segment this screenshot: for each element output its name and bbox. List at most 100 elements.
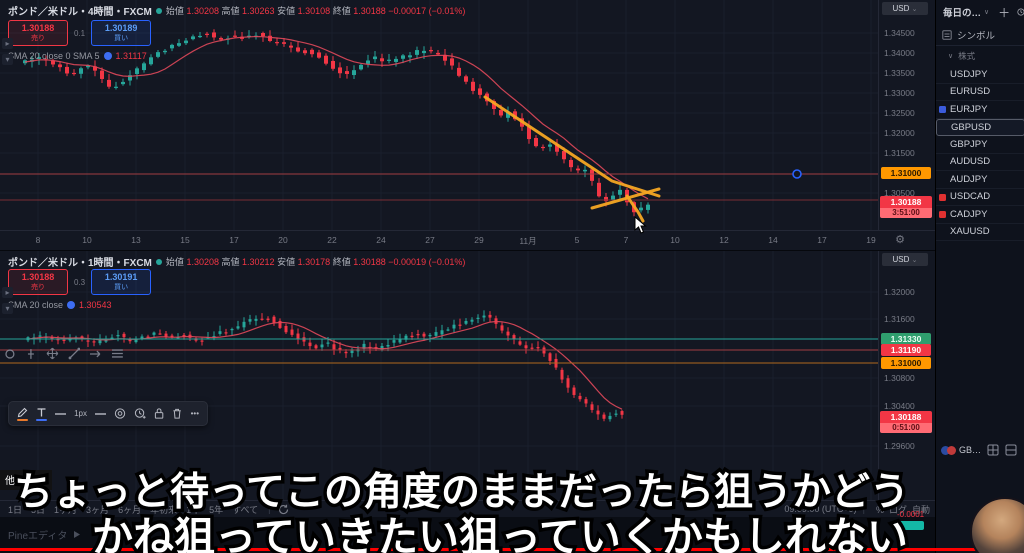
sma-value: 1.31117 [115, 51, 147, 61]
indicator-dot-icon [67, 301, 76, 309]
trade-widget-1h: 1.30188 売り 0.3 1.30191 買い [8, 269, 152, 295]
watchlist-section[interactable]: ∨ 株式 [948, 51, 976, 61]
subtitle-line-1: ちょっと待ってこの角度のままだったら狙うかどう [10, 468, 912, 518]
target-icon[interactable] [114, 407, 126, 420]
range-button[interactable]: 5日 [31, 504, 46, 515]
price-axis-4h[interactable]: USD ⌄ 1.34500 1.34000 1.33500 1.33000 1.3250… [878, 0, 935, 250]
line-style-icon[interactable] [55, 412, 67, 416]
chart-left-icon[interactable]: ▸ [2, 38, 13, 49]
drawing-tools-strip [0, 345, 124, 362]
time-axis-4h[interactable]: ⚙ 8 10 13 15 17 20 22 24 27 29 11月 5 7 10 12 14 17 19 [0, 230, 935, 250]
symbol-label: EURJPY [950, 103, 988, 115]
pine-editor-tab[interactable]: Pineエディタ [8, 527, 81, 542]
sma-label: SMA 20 close [8, 300, 64, 310]
drawn-line-price-label: 1.31000 [881, 357, 931, 369]
time-tick: 27 [425, 235, 435, 245]
crosshair-icon[interactable] [25, 348, 37, 360]
axis-currency-button[interactable]: USD ⌄ [882, 253, 928, 266]
trade-widget-4h: 1.30188 売り 0.1 1.30189 買い [8, 20, 152, 46]
watchlist-header: 毎日の… ∨ ＋ [936, 0, 1024, 24]
watchlist-row-gbpusd[interactable]: GBPUSD [936, 118, 1024, 136]
spread-value: 0.1 [74, 28, 86, 38]
more-icon[interactable]: ••• [190, 409, 199, 418]
line-style-icon[interactable] [95, 412, 107, 416]
time-tick: 14 [768, 235, 778, 245]
footer-symbol: GB… [959, 445, 982, 455]
sell-button[interactable]: 1.30188 売り [8, 20, 68, 46]
watchlist-row-xauusd[interactable]: XAUUSD [936, 224, 1024, 241]
time-tick: 8 [35, 235, 41, 245]
layout-panel-icon[interactable] [1005, 444, 1017, 456]
watchlist-row-audjpy[interactable]: AUDJPY [936, 171, 1024, 189]
symbol-label: XAUUSD [950, 226, 990, 238]
scale-option[interactable]: 自動 [911, 504, 930, 515]
drawn-line-price-label: 1.31000 [881, 167, 931, 179]
layout-grid-icon[interactable] [987, 444, 999, 456]
range-buttons: 1日 5日 1ヶ月 3ヶ月 6ヶ月 年初来 1年 5年 すべて [0, 503, 258, 516]
buy-button[interactable]: 1.30189 買い [91, 20, 152, 46]
arrow-tool-icon[interactable] [89, 349, 102, 359]
text-tool-icon[interactable] [36, 407, 47, 421]
clock-icon[interactable] [1017, 6, 1024, 18]
range-button[interactable]: 年初来 [150, 504, 178, 515]
indicator-row-1h[interactable]: SMA 20 close 1.30543 [8, 300, 112, 310]
price-axis-1h[interactable]: USD ⌄ 1.32000 1.31600 1.30800 1.30400 1.2960… [878, 251, 935, 501]
gear-icon[interactable]: ⚙ [895, 234, 905, 246]
parallel-lines-icon[interactable] [111, 348, 124, 359]
chart-left-icon[interactable]: ▾ [2, 303, 13, 314]
lock-icon[interactable] [154, 407, 164, 420]
pencil-icon[interactable] [17, 407, 28, 421]
chart-left-icon[interactable]: ▾ [2, 54, 13, 65]
range-button[interactable]: 1日 [8, 504, 23, 515]
watchlist-row-cadjpy[interactable]: CADJPY [936, 206, 1024, 224]
refresh-icon[interactable] [278, 504, 289, 515]
price-tick: 1.34000 [884, 48, 915, 58]
symbol-column-header[interactable]: シンボル [936, 24, 1024, 46]
buy-button[interactable]: 1.30191 買い [91, 269, 152, 295]
clock-readout[interactable]: 09:09:00 (UTC+9) [784, 504, 857, 514]
mouse-cursor [634, 216, 647, 234]
sell-button[interactable]: 1.30188 売り [8, 269, 68, 295]
chart-canvas [0, 0, 878, 230]
range-button[interactable]: 6ヶ月 [118, 504, 142, 515]
chevron-down-icon[interactable]: ∨ [984, 9, 990, 16]
add-symbol-button[interactable]: ＋ [998, 5, 1011, 20]
watchlist-row-eurjpy[interactable]: EURJPY [936, 101, 1024, 119]
other-videos-label[interactable]: 他の動画 [0, 470, 52, 490]
move-icon[interactable] [46, 347, 59, 360]
list-icon [942, 29, 952, 40]
price-tick: 1.32500 [884, 108, 915, 118]
time-tick: 12 [719, 235, 729, 245]
candlestick-chart-4h[interactable] [0, 0, 878, 235]
symbol-title[interactable]: ポンド／米ドル・4時間・FXCM [8, 7, 152, 18]
chart-left-icon[interactable]: ▸ [2, 287, 13, 298]
range-button[interactable]: 1年 [186, 504, 201, 515]
range-button[interactable]: 1ヶ月 [54, 504, 78, 515]
dot-tool-icon[interactable] [4, 348, 16, 360]
scale-option[interactable]: % [875, 504, 884, 515]
range-button[interactable]: 3ヶ月 [86, 504, 110, 515]
watchlist-row-audusd[interactable]: AUDUSD [936, 154, 1024, 171]
watchlist-title[interactable]: 毎日の… [943, 8, 982, 19]
symbol-title[interactable]: ポンド／米ドル・1時間・FXCM [8, 258, 152, 269]
clock-area: 09:09:00 (UTC+9) | % ログ 自動 [784, 503, 930, 516]
line-width-label[interactable]: 1px [74, 409, 88, 418]
trendline-icon[interactable] [68, 347, 81, 360]
watchlist-row-eurusd[interactable]: EURUSD [936, 84, 1024, 101]
indicator-row-4h[interactable]: SMA 20 close 0 SMA 5 1.31117 [8, 51, 147, 61]
alert-clock-icon[interactable] [134, 407, 146, 420]
price-tick: 1.34500 [884, 28, 915, 38]
range-button[interactable]: 5年 [209, 504, 224, 515]
drawn-line-price-label: 1.31190 [881, 344, 931, 356]
scale-option[interactable]: ログ [888, 504, 907, 515]
watchlist-footer[interactable]: GB… [936, 440, 1024, 460]
candlestick-chart-1h[interactable] [0, 251, 878, 506]
video-progress-bar[interactable] [0, 548, 1024, 551]
range-button[interactable]: すべて [232, 504, 259, 515]
watchlist-row-gbpjpy[interactable]: GBPJPY [936, 136, 1024, 154]
watchlist-row-usdcad[interactable]: USDCAD [936, 189, 1024, 206]
bottom-toolbar: 1日 5日 1ヶ月 3ヶ月 6ヶ月 年初来 1年 5年 すべて | 09:09:00 (UTC+… [0, 500, 935, 517]
trash-icon[interactable] [172, 407, 182, 420]
watchlist-row-usdjpy[interactable]: USDJPY [936, 66, 1024, 84]
axis-currency-button[interactable]: USD ⌄ [882, 2, 928, 15]
